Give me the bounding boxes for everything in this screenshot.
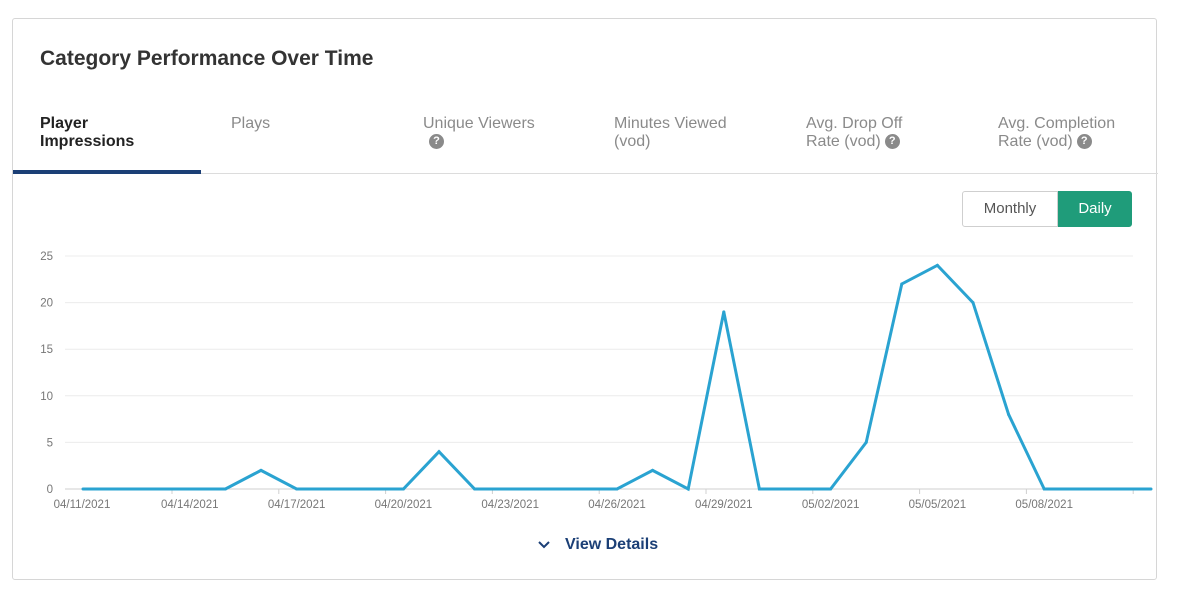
data-point	[757, 487, 761, 491]
chevron-down-icon	[538, 541, 550, 549]
tab-label-line2: Rate (vod)	[998, 133, 1073, 150]
tab-player-impressions[interactable]: Player Impressions	[40, 115, 210, 151]
data-point	[1042, 487, 1046, 491]
x-tick-label: 04/14/2021	[161, 499, 219, 511]
data-point	[223, 487, 227, 491]
monthly-button[interactable]: Monthly	[962, 191, 1058, 227]
tab-label-line1: Avg. Completion	[998, 115, 1116, 132]
data-point	[259, 468, 263, 472]
data-point	[188, 487, 192, 491]
tab-label-line1: Minutes Viewed	[614, 115, 727, 132]
x-tick-label: 04/17/2021	[268, 499, 326, 511]
daily-button[interactable]: Daily	[1058, 191, 1132, 227]
card-title: Category Performance Over Time	[40, 47, 374, 70]
granularity-toggle: Monthly Daily	[962, 191, 1132, 227]
y-tick-label: 15	[40, 344, 53, 356]
data-point	[1149, 487, 1153, 491]
tab-label-line2: Rate (vod)	[806, 133, 881, 150]
data-point	[1113, 487, 1117, 491]
data-point	[900, 282, 904, 286]
x-tick-label: 05/02/2021	[802, 499, 860, 511]
data-point	[117, 487, 121, 491]
y-tick-label: 0	[47, 484, 53, 496]
data-point	[686, 487, 690, 491]
data-point	[935, 263, 939, 267]
tab-avg-drop-off-rate[interactable]: Avg. Drop Off Rate (vod)?	[806, 115, 976, 151]
tab-plays[interactable]: Plays	[231, 115, 401, 133]
data-point	[793, 487, 797, 491]
view-details-link[interactable]: View Details	[537, 536, 658, 554]
series-line	[83, 263, 1151, 492]
data-point	[473, 487, 477, 491]
y-tick-label: 25	[40, 251, 53, 263]
data-point	[615, 487, 619, 491]
help-icon[interactable]: ?	[429, 134, 444, 150]
y-tick-label: 20	[40, 298, 53, 310]
data-point	[579, 487, 583, 491]
tab-avg-completion-rate[interactable]: Avg. Completion Rate (vod)?	[998, 115, 1148, 151]
help-icon[interactable]: ?	[884, 134, 900, 150]
data-point	[508, 487, 512, 491]
data-point	[864, 440, 868, 444]
tab-label-line2: (vod)	[614, 133, 651, 150]
data-point	[722, 310, 726, 314]
data-point	[829, 487, 833, 491]
data-point	[1007, 412, 1011, 416]
data-point	[651, 468, 655, 472]
x-tick-label: 04/23/2021	[481, 499, 539, 511]
help-icon[interactable]: ?	[1076, 134, 1092, 150]
view-details-label: View Details	[565, 536, 659, 553]
data-point	[437, 450, 441, 454]
active-tab-indicator	[13, 170, 201, 174]
data-point	[152, 487, 156, 491]
data-point	[330, 487, 334, 491]
y-tick-label: 10	[40, 391, 53, 403]
x-tick-label: 04/29/2021	[695, 499, 753, 511]
x-tick-label: 04/11/2021	[54, 499, 111, 511]
tab-unique-viewers[interactable]: Unique Viewers ?	[423, 115, 593, 151]
y-tick-label: 5	[47, 437, 53, 449]
x-tick-label: 05/08/2021	[1015, 499, 1073, 511]
data-point	[544, 487, 548, 491]
tab-label-line1: Plays	[231, 115, 271, 132]
tab-label-line1: Player	[40, 115, 89, 132]
data-point	[971, 301, 975, 305]
line-chart: 0 5 10 15 20 25 04/11/2021 04/14/2021 04/17/2021…	[40, 251, 1153, 511]
metric-tabs: Player Impressions Plays Unique Viewers …	[13, 111, 1158, 174]
data-point	[81, 487, 85, 491]
x-tick-label: 04/20/2021	[375, 499, 433, 511]
chart-card: Category Performance Over Time Player Im…	[12, 18, 1158, 580]
data-point	[1078, 487, 1082, 491]
tab-label-line1: Unique Viewers	[423, 115, 535, 132]
data-point	[366, 487, 370, 491]
tab-minutes-viewed[interactable]: Minutes Viewed (vod)	[614, 115, 784, 151]
data-point	[401, 487, 405, 491]
data-point	[295, 487, 299, 491]
x-tick-label: 05/05/2021	[909, 499, 967, 511]
tab-label-line2: Impressions	[40, 133, 135, 150]
x-tick-label: 04/26/2021	[588, 499, 646, 511]
tab-label-line1: Avg. Drop Off	[806, 115, 903, 132]
